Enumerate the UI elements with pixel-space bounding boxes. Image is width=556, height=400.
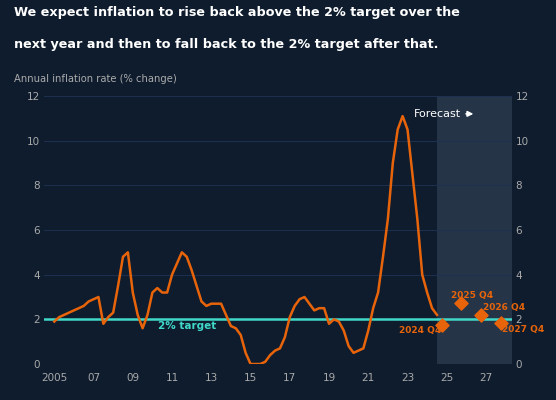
Text: 2025 Q4: 2025 Q4 — [451, 291, 493, 300]
Text: next year and then to fall back to the 2% target after that.: next year and then to fall back to the 2… — [14, 38, 438, 51]
Point — [438, 322, 446, 328]
Text: Annual inflation rate (% change): Annual inflation rate (% change) — [14, 74, 177, 84]
Point — [476, 312, 485, 318]
Text: 2026 Q4: 2026 Q4 — [484, 303, 525, 312]
Text: 2027 Q4: 2027 Q4 — [502, 325, 544, 334]
Text: 2024 Q4: 2024 Q4 — [399, 326, 441, 336]
Point — [497, 320, 505, 326]
Text: We expect inflation to rise back above the 2% target over the: We expect inflation to rise back above t… — [14, 6, 460, 19]
Text: 2% target: 2% target — [158, 321, 216, 331]
Text: Forecast: Forecast — [414, 109, 471, 119]
Point — [457, 299, 466, 306]
Bar — [437, 96, 512, 364]
